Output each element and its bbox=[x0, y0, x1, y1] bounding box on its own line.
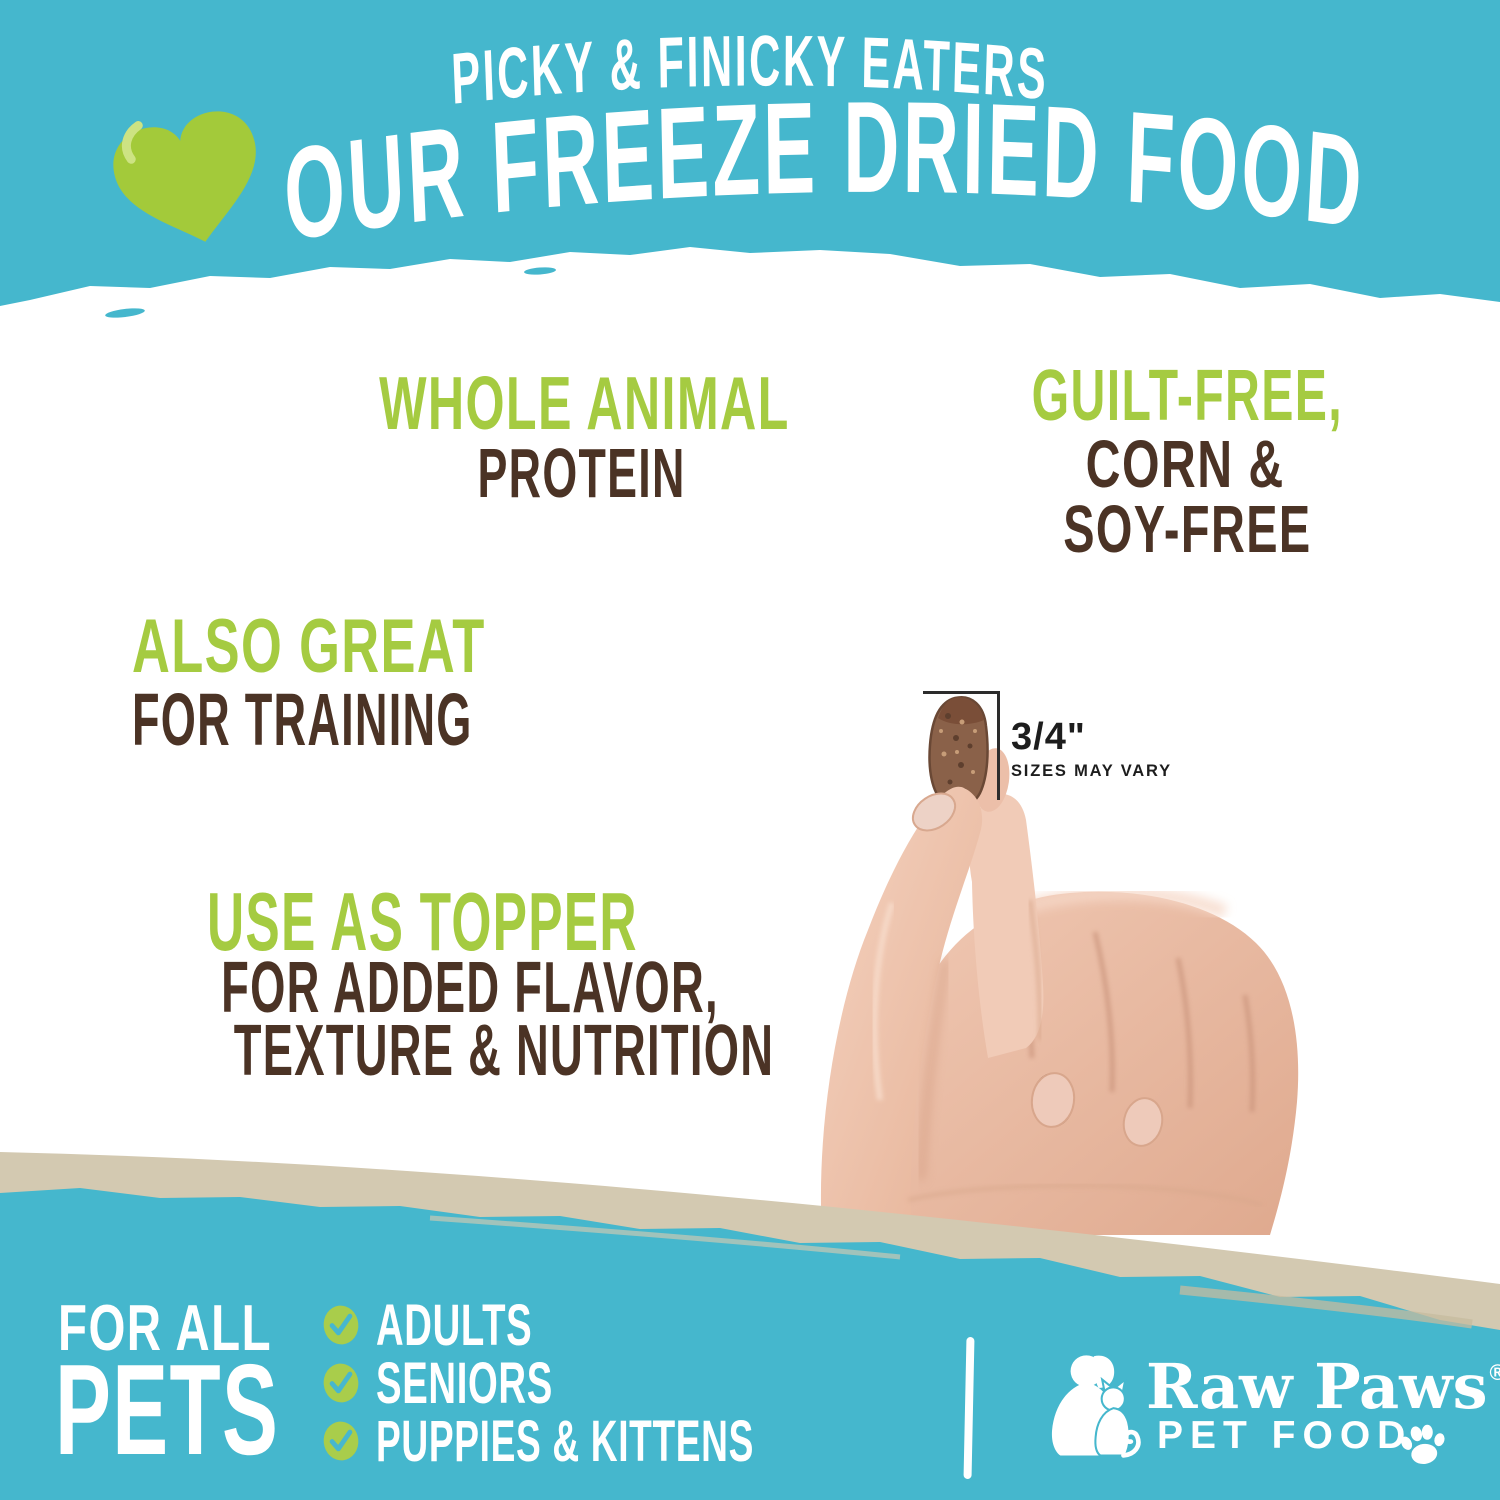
checklist-label: ADULTS bbox=[376, 1292, 533, 1358]
hand-fingernails bbox=[1030, 1072, 1164, 1147]
hand-wrist-crease bbox=[907, 1183, 1263, 1208]
feature-whole-animal-title: WHOLE ANIMAL bbox=[379, 361, 790, 445]
feature-whole-animal-sub: PROTEIN bbox=[282, 438, 882, 508]
feature-topper-line2: TEXTURE & NUTRITION bbox=[233, 1011, 775, 1091]
hand-thumb bbox=[820, 786, 983, 1235]
audience-line2-text: PETS bbox=[55, 1338, 280, 1482]
feature-guilt-free-line2: SOY-FREE bbox=[1062, 492, 1312, 567]
feature-topper-line1: FOR ADDED FLAVOR, bbox=[221, 948, 719, 1028]
hand-index-finger bbox=[969, 794, 1044, 1058]
checklist-row-seniors: SENIORS bbox=[320, 1351, 644, 1416]
check-icon bbox=[323, 1305, 359, 1345]
brand-name: Raw Paws® bbox=[1146, 1356, 1500, 1418]
brand-tagline: PET FOOD bbox=[1157, 1414, 1413, 1457]
checklist-row-adults: ADULTS bbox=[320, 1293, 613, 1358]
hand-index-shadow bbox=[1027, 899, 1043, 1041]
check-icon bbox=[323, 1363, 359, 1403]
header-band: PICKY & FINICKY EATERS OUR FREEZE DRIED … bbox=[0, 0, 1500, 318]
measure-note-label: SIZES MAY VARY bbox=[1011, 762, 1172, 780]
feature-whole-animal: WHOLE ANIMAL bbox=[278, 366, 878, 441]
brush-fleck bbox=[524, 267, 556, 275]
hand-thumb-shadow bbox=[917, 959, 950, 1181]
feature-also-great-line: FOR TRAINING bbox=[132, 678, 473, 761]
check-icon bbox=[323, 1421, 359, 1461]
brand-name-text: Raw Paws bbox=[1146, 1350, 1488, 1423]
registered-mark: ® bbox=[1489, 1360, 1500, 1386]
feature-guilt-free-line1: CORN & bbox=[1085, 427, 1285, 502]
paw-icon bbox=[1401, 1424, 1445, 1464]
feature-topper-sub2: TEXTURE & NUTRITION bbox=[75, 1015, 773, 1087]
brush-fleck bbox=[105, 308, 145, 318]
feature-also-great: ALSO GREAT bbox=[132, 609, 645, 685]
brush-streak bbox=[1179, 1285, 1473, 1329]
hand-thumb-highlight bbox=[871, 902, 895, 1101]
audience-line1-text: FOR ALL bbox=[58, 1291, 273, 1364]
checklist-row-puppies-kittens: PUPPIES & KITTENS bbox=[320, 1409, 967, 1474]
checklist-label: PUPPIES & KITTENS bbox=[376, 1408, 755, 1474]
feature-whole-animal-line: PROTEIN bbox=[477, 434, 687, 512]
feature-guilt-free-sub2: SOY-FREE bbox=[887, 496, 1487, 563]
checklist-label: SENIORS bbox=[376, 1350, 553, 1416]
header-background bbox=[0, 0, 1500, 306]
feature-guilt-free-title: GUILT-FREE, bbox=[1031, 356, 1343, 436]
heart-icon bbox=[113, 111, 256, 242]
brush-streak bbox=[429, 1215, 901, 1260]
measure-bracket bbox=[923, 691, 1000, 800]
feature-topper-sub1: FOR ADDED FLAVOR, bbox=[75, 952, 717, 1024]
measure-size-label: 3/4" bbox=[1011, 716, 1086, 758]
feature-guilt-free: GUILT-FREE, bbox=[887, 360, 1487, 432]
feature-also-great-sub: FOR TRAINING bbox=[132, 683, 690, 757]
dog-cat-icon bbox=[1051, 1355, 1141, 1458]
feature-topper: USE AS TOPPER bbox=[75, 880, 675, 963]
feature-guilt-free-sub1: CORN & bbox=[885, 431, 1485, 498]
feature-topper-title: USE AS TOPPER bbox=[207, 875, 638, 968]
treat-speckles-light bbox=[939, 719, 977, 774]
feature-also-great-title: ALSO GREAT bbox=[132, 604, 486, 689]
hand-thumbnail bbox=[911, 792, 957, 832]
audience-heading-line2: PETS bbox=[55, 1346, 400, 1475]
audience-heading-line1: FOR ALL bbox=[58, 1295, 351, 1360]
